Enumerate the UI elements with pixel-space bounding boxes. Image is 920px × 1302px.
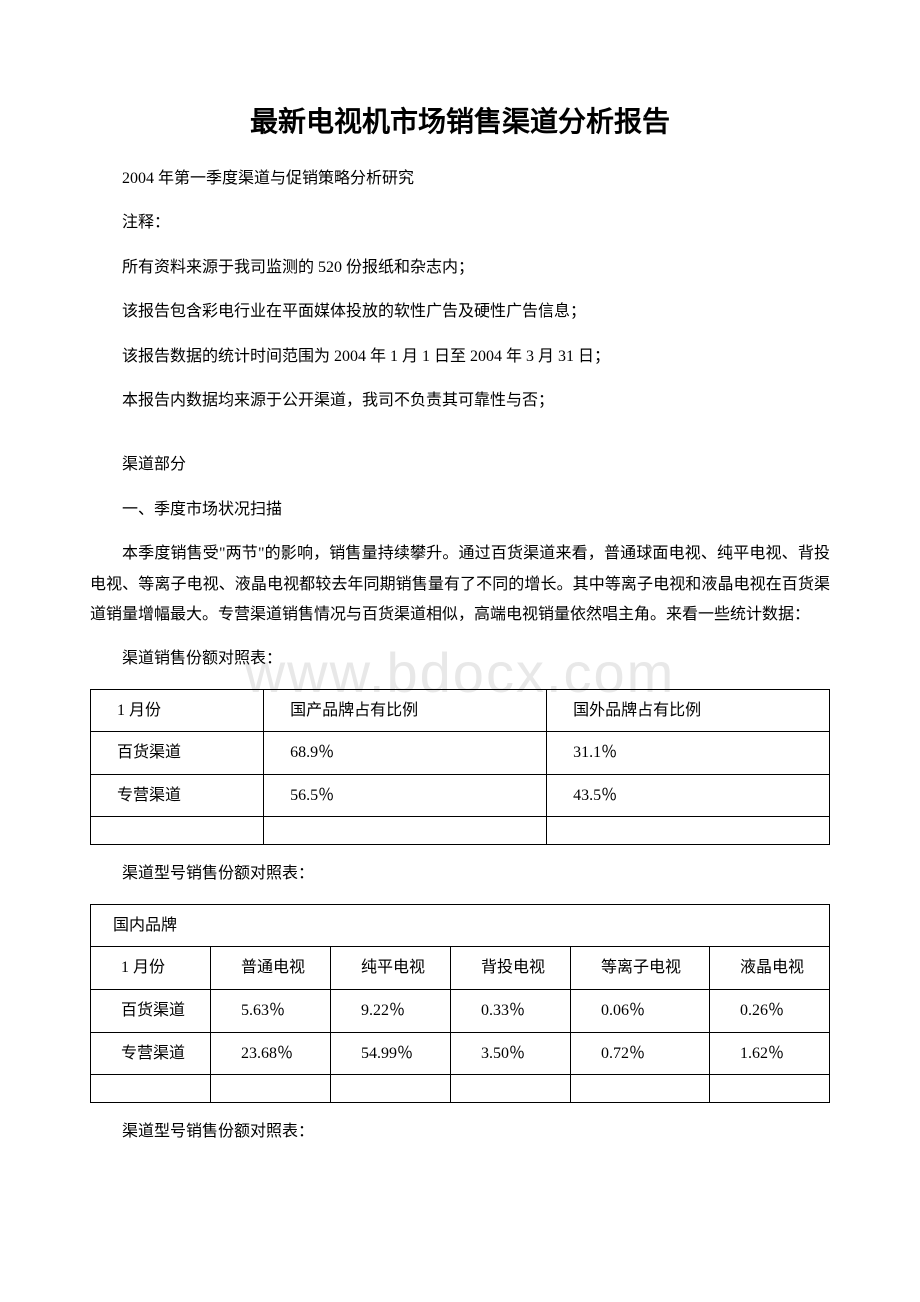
table-cell: 9.22％ <box>330 990 450 1033</box>
channel-share-table: 1 月份 国产品牌占有比例 国外品牌占有比例 百货渠道 68.9％ 31.1％ … <box>90 689 830 846</box>
table-cell: 56.5％ <box>264 774 547 817</box>
table-row: 1 月份 国产品牌占有比例 国外品牌占有比例 <box>91 689 830 732</box>
table-cell <box>91 817 264 845</box>
table-cell: 31.1％ <box>547 732 830 775</box>
table-cell <box>210 1075 330 1103</box>
table-cell <box>264 817 547 845</box>
note-item: 本报告内数据均来源于公开渠道，我司不负责其可靠性与否； <box>90 386 830 416</box>
table-row <box>91 817 830 845</box>
subtitle: 2004 年第一季度渠道与促销策略分析研究 <box>90 164 830 194</box>
table-cell: 1.62％ <box>709 1032 829 1075</box>
section-body: 本季度销售受"两节"的影响，销售量持续攀升。通过百货渠道来看，普通球面电视、纯平… <box>90 539 830 630</box>
table-cell: 68.9％ <box>264 732 547 775</box>
table-cell: 43.5％ <box>547 774 830 817</box>
table-caption: 渠道销售份额对照表： <box>90 644 830 674</box>
table-caption: 渠道型号销售份额对照表： <box>90 859 830 889</box>
table-cell: 专营渠道 <box>91 1032 211 1075</box>
table-header-span: 国内品牌 <box>91 904 830 947</box>
table-row: 专营渠道 23.68％ 54.99％ 3.50％ 0.72％ 1.62％ <box>91 1032 830 1075</box>
section-heading: 一、季度市场状况扫描 <box>90 495 830 525</box>
channel-model-share-table: 国内品牌 1 月份 普通电视 纯平电视 背投电视 等离子电视 液晶电视 百货渠道… <box>90 904 830 1103</box>
notes-label: 注释： <box>90 208 830 238</box>
table-cell: 专营渠道 <box>91 774 264 817</box>
table-cell: 3.50％ <box>450 1032 570 1075</box>
table-header-cell: 纯平电视 <box>330 947 450 990</box>
note-item: 该报告数据的统计时间范围为 2004 年 1 月 1 日至 2004 年 3 月… <box>90 342 830 372</box>
table-header-cell: 国产品牌占有比例 <box>264 689 547 732</box>
table-row: 专营渠道 56.5％ 43.5％ <box>91 774 830 817</box>
table-cell <box>330 1075 450 1103</box>
table-cell: 0.06％ <box>570 990 709 1033</box>
table-header-cell: 1 月份 <box>91 689 264 732</box>
table-cell: 百货渠道 <box>91 990 211 1033</box>
table-row <box>91 1075 830 1103</box>
table-row: 百货渠道 5.63％ 9.22％ 0.33％ 0.06％ 0.26％ <box>91 990 830 1033</box>
table-cell: 百货渠道 <box>91 732 264 775</box>
note-item: 该报告包含彩电行业在平面媒体投放的软性广告及硬性广告信息； <box>90 297 830 327</box>
table-cell: 54.99％ <box>330 1032 450 1075</box>
table-cell <box>570 1075 709 1103</box>
document-title: 最新电视机市场销售渠道分析报告 <box>90 100 830 140</box>
table-cell: 5.63％ <box>210 990 330 1033</box>
document-content: 最新电视机市场销售渠道分析报告 2004 年第一季度渠道与促销策略分析研究 注释… <box>90 100 830 1148</box>
table-cell: 23.68％ <box>210 1032 330 1075</box>
table-caption: 渠道型号销售份额对照表： <box>90 1117 830 1147</box>
table-header-cell: 1 月份 <box>91 947 211 990</box>
table-cell <box>547 817 830 845</box>
table-header-cell: 普通电视 <box>210 947 330 990</box>
table-cell: 0.33％ <box>450 990 570 1033</box>
note-item: 所有资料来源于我司监测的 520 份报纸和杂志内； <box>90 253 830 283</box>
table-row: 1 月份 普通电视 纯平电视 背投电视 等离子电视 液晶电视 <box>91 947 830 990</box>
table-header-cell: 国外品牌占有比例 <box>547 689 830 732</box>
table-header-cell: 等离子电视 <box>570 947 709 990</box>
table-cell <box>709 1075 829 1103</box>
table-cell <box>450 1075 570 1103</box>
table-cell <box>91 1075 211 1103</box>
table-row: 国内品牌 <box>91 904 830 947</box>
channel-section-label: 渠道部分 <box>90 450 830 480</box>
table-cell: 0.72％ <box>570 1032 709 1075</box>
table-header-cell: 背投电视 <box>450 947 570 990</box>
table-cell: 0.26％ <box>709 990 829 1033</box>
table-header-cell: 液晶电视 <box>709 947 829 990</box>
table-row: 百货渠道 68.9％ 31.1％ <box>91 732 830 775</box>
